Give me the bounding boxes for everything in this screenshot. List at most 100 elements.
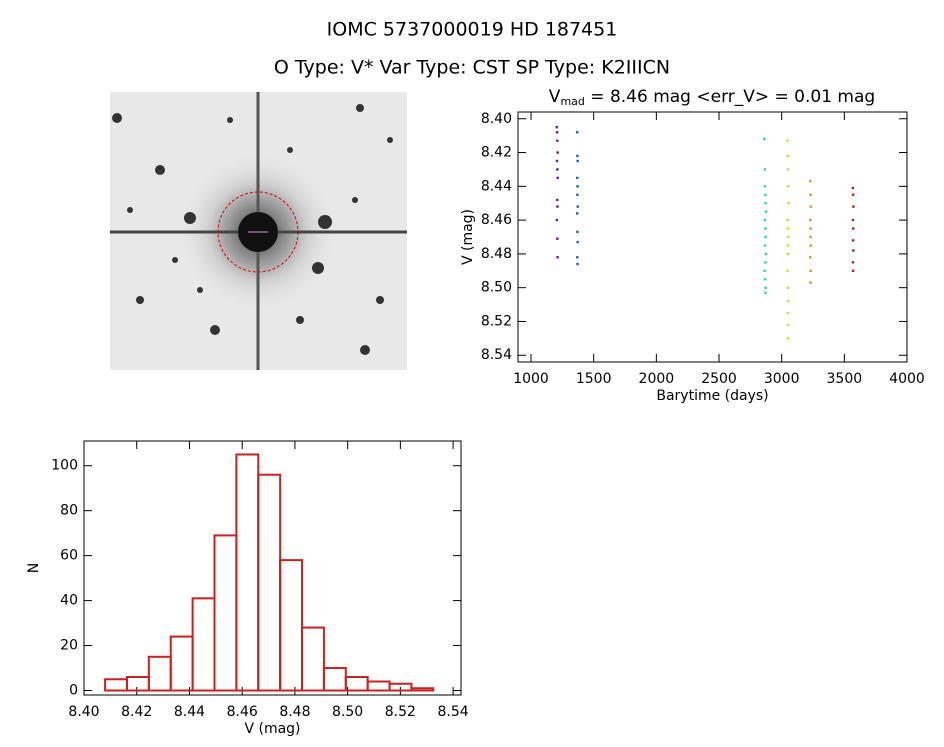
x-tick-label: 8.50	[332, 704, 363, 720]
point	[576, 205, 579, 208]
bar	[104, 678, 128, 692]
header-subtitle: O Type: V* Var Type: CST SP Type: K2IIIC…	[274, 57, 670, 79]
y-tick-label: 100	[51, 458, 78, 474]
point	[555, 126, 558, 129]
x-tick-label: 8.54	[438, 704, 469, 720]
bar	[125, 676, 150, 692]
point	[556, 205, 559, 208]
point	[809, 256, 812, 259]
point	[763, 137, 766, 141]
point	[575, 212, 579, 215]
bar	[191, 597, 216, 692]
plot-frame	[83, 440, 462, 696]
x-axis-label: V (mag)	[244, 721, 300, 737]
bar	[301, 626, 325, 692]
bar	[366, 680, 391, 692]
point	[786, 286, 790, 289]
point	[851, 193, 855, 196]
bar	[147, 655, 172, 692]
y-tick-label: 8.44	[481, 178, 512, 194]
y-tick-label: 8.50	[481, 280, 512, 296]
point	[786, 227, 790, 230]
star-image	[110, 92, 407, 370]
point	[556, 168, 559, 171]
chart-title: Vmad = 8.46 mag <err_V> = 0.01 mag	[549, 87, 875, 108]
point	[764, 252, 768, 256]
bar	[388, 682, 413, 692]
point	[576, 256, 579, 259]
x-tick-label: 3000	[764, 371, 800, 387]
y-tick-label: 40	[60, 593, 78, 609]
point	[556, 198, 559, 202]
point	[556, 237, 559, 240]
point	[576, 159, 579, 163]
point	[852, 249, 855, 252]
point	[786, 323, 790, 327]
bar	[257, 473, 282, 692]
point	[764, 202, 767, 205]
x-tick-label: 1000	[513, 371, 549, 387]
point	[763, 185, 767, 188]
y-tick-label: 60	[60, 548, 78, 564]
x-tick-label: 3500	[827, 371, 863, 387]
bar	[410, 687, 435, 692]
title-text: = 8.46 mag <err_V> = 0.01 mag	[585, 87, 875, 107]
x-tick-label: 8.46	[227, 704, 258, 720]
point	[787, 235, 790, 239]
x-axis-label: Barytime (days)	[656, 388, 768, 404]
point	[809, 235, 812, 239]
point	[556, 176, 559, 180]
point	[786, 185, 790, 188]
point	[764, 193, 767, 196]
point	[852, 227, 855, 230]
point	[786, 244, 790, 247]
y-axis-label: V (mag)	[460, 209, 476, 265]
point	[763, 244, 767, 247]
point	[576, 185, 579, 188]
point	[555, 159, 559, 163]
point	[787, 299, 790, 303]
point	[809, 281, 812, 284]
y-axis-label: N	[26, 563, 42, 573]
point	[763, 218, 767, 222]
point	[786, 139, 789, 142]
y-tick-label: 8.48	[481, 246, 512, 262]
point	[786, 218, 789, 222]
point	[809, 180, 812, 183]
point	[576, 240, 579, 244]
point	[576, 154, 579, 158]
point	[576, 176, 579, 180]
point	[786, 269, 789, 272]
bar	[235, 453, 260, 692]
x-tick-label: 8.40	[68, 704, 99, 720]
point	[851, 261, 855, 264]
bar	[213, 534, 238, 692]
point	[809, 205, 812, 208]
point	[764, 227, 767, 230]
x-tick-label: 2000	[639, 371, 675, 387]
point	[852, 205, 855, 208]
point	[763, 168, 767, 171]
point	[809, 193, 812, 196]
x-tick-label: 8.52	[385, 704, 416, 720]
point	[763, 278, 767, 281]
point	[809, 218, 812, 222]
point	[786, 311, 789, 315]
point	[764, 286, 767, 289]
y-tick-label: 8.46	[481, 212, 512, 228]
y-tick-label: 0	[69, 683, 78, 699]
point	[786, 252, 790, 256]
plot-frame	[517, 111, 908, 363]
point	[851, 269, 855, 272]
point	[809, 269, 812, 272]
point	[809, 244, 812, 247]
point	[763, 269, 766, 272]
bar	[322, 667, 347, 692]
bar	[344, 676, 369, 692]
point	[764, 235, 767, 239]
point	[764, 261, 767, 264]
y-tick-label: 8.54	[481, 347, 512, 363]
point	[786, 154, 789, 158]
point	[764, 291, 767, 294]
